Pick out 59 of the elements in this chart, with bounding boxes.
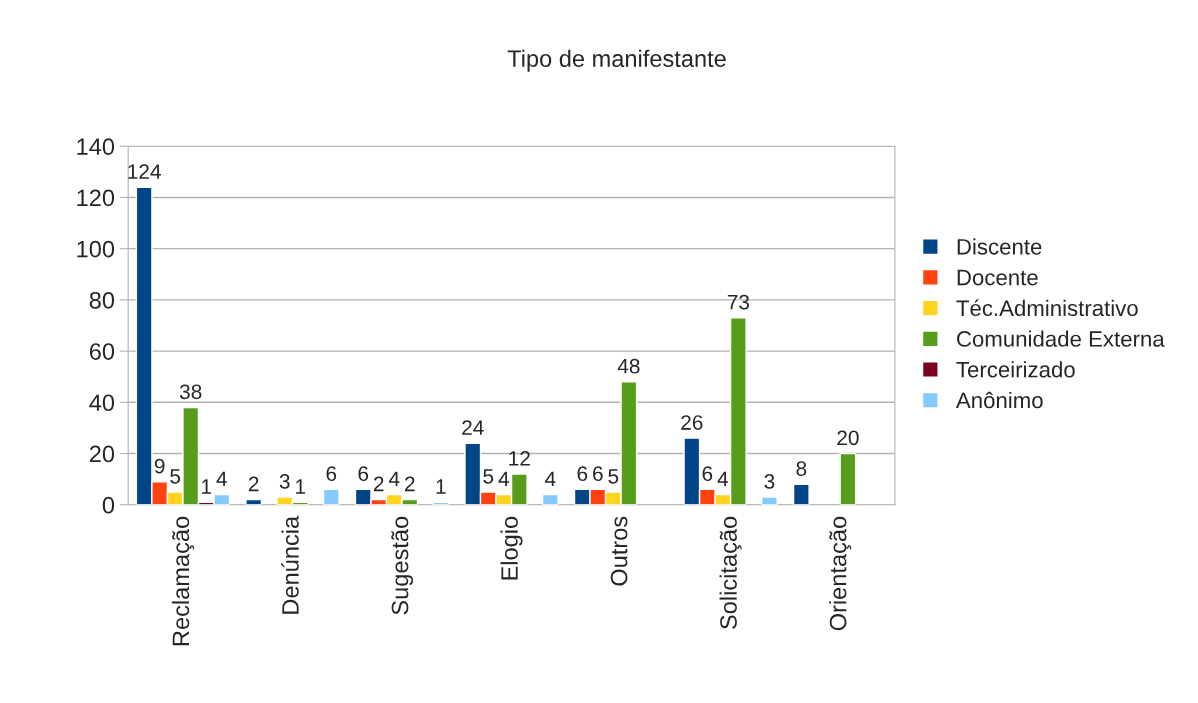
data-label: 6: [326, 466, 337, 482]
bar: [792, 483, 810, 505]
data-label: 3: [764, 474, 775, 489]
data-label: 4: [216, 471, 227, 487]
data-label: 1: [296, 479, 306, 494]
data-label: 124: [128, 164, 161, 179]
data-label: 24: [462, 420, 484, 435]
data-label: 6: [593, 466, 603, 482]
x-tick-label: Outros: [610, 516, 628, 586]
data-label: 38: [179, 384, 202, 400]
data-label: 9: [154, 458, 165, 474]
y-tick-label: 0: [102, 496, 115, 514]
y-tick-label: 40: [89, 394, 115, 412]
data-label: 4: [717, 471, 729, 487]
data-label: 26: [681, 415, 703, 430]
bar: [839, 452, 857, 505]
x-tick-label: Orientação: [829, 516, 852, 631]
x-tick-label: Reclamação: [171, 516, 195, 646]
legend-label: Comunidade Externa: [957, 330, 1165, 347]
data-label: 20: [837, 430, 859, 446]
bar: [760, 496, 778, 505]
y-tick-label: 120: [77, 189, 115, 207]
x-tick-label: Solicitação: [719, 516, 742, 629]
data-label: 2: [405, 476, 415, 492]
data-label: 8: [796, 461, 807, 476]
data-label: 48: [617, 358, 640, 374]
y-tick-label: 60: [89, 343, 115, 360]
bar: [432, 501, 450, 505]
data-label: 6: [702, 466, 713, 482]
data-label: 2: [248, 476, 259, 492]
x-tick-label: Denúncia: [281, 515, 299, 614]
data-label: 5: [170, 469, 181, 484]
data-label: 4: [498, 471, 509, 487]
y-tick-label: 80: [89, 291, 115, 309]
data-label: 2: [373, 476, 384, 492]
data-label: 1: [436, 479, 446, 494]
data-label: 4: [545, 471, 556, 487]
y-tick-label: 100: [77, 240, 115, 258]
data-label: 3: [279, 474, 290, 489]
y-tick-label: 20: [89, 445, 115, 463]
legend-label: Discente: [957, 238, 1042, 255]
legend-label: Anônimo: [955, 391, 1043, 409]
legend-label: Docente: [957, 269, 1038, 286]
legend-label: Téc.Administrativo: [956, 299, 1138, 317]
legend-label: Terceirizado: [956, 361, 1075, 378]
bar: [541, 493, 559, 505]
data-label: 12: [509, 450, 530, 466]
data-label: 73: [727, 294, 750, 310]
data-label: 1: [202, 479, 211, 494]
x-tick-label: Sugestão: [391, 516, 414, 615]
y-tick-label: 140: [77, 138, 115, 156]
data-label: 5: [483, 469, 494, 484]
data-label: 4: [388, 471, 400, 487]
data-label: 5: [608, 469, 619, 484]
chart-title: Tipo de manifestante: [507, 49, 726, 72]
data-label: 6: [577, 466, 588, 482]
data-label: 6: [358, 466, 369, 482]
x-tick-label: Elogio: [500, 516, 523, 580]
bar: [322, 488, 340, 505]
